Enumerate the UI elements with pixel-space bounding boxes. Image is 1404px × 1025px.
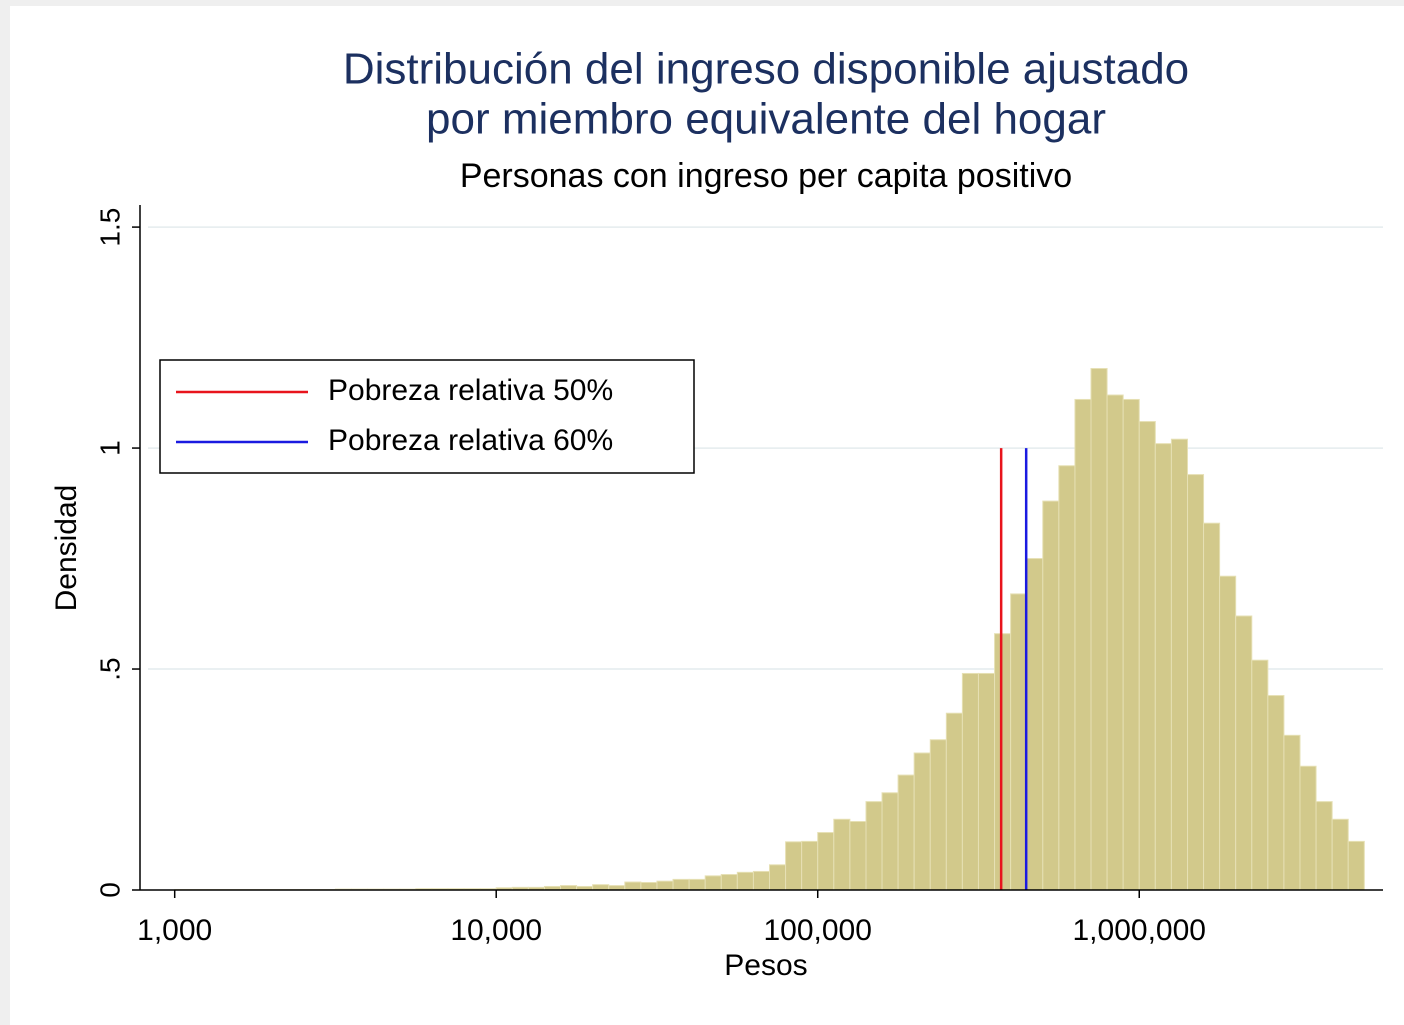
bar (1122, 398, 1140, 891)
bar (736, 871, 754, 891)
bar (801, 840, 819, 891)
bar (688, 878, 706, 891)
x-tick-label: 100,000 (763, 914, 871, 947)
bar (1074, 398, 1092, 891)
y-tick-label: 1 (94, 440, 125, 456)
bar (817, 832, 835, 891)
bar (1299, 765, 1317, 891)
bar (833, 818, 851, 891)
bar (977, 672, 996, 891)
bar (1315, 801, 1333, 891)
chart-title: por miembro equivalente del hogar (426, 95, 1106, 144)
y-axis-label: Densidad (50, 485, 83, 612)
bar (785, 841, 803, 891)
bar (1251, 659, 1269, 891)
bar (752, 870, 770, 891)
x-tick-label: 10,000 (450, 914, 542, 947)
bar (1219, 575, 1237, 891)
chart-subtitle: Personas con ingreso per capita positivo (460, 157, 1072, 195)
bar (1283, 734, 1301, 891)
bar (945, 712, 963, 891)
bar (1010, 593, 1028, 891)
bar (881, 792, 899, 891)
bar (720, 874, 738, 891)
legend-label: Pobreza relativa 60% (328, 424, 613, 457)
bar (1026, 558, 1044, 891)
legend-label: Pobreza relativa 50% (328, 374, 613, 407)
bar (672, 878, 690, 891)
bar (1170, 438, 1189, 891)
x-tick-label: 1,000 (137, 914, 212, 947)
x-axis-label: Pesos (724, 949, 807, 982)
chart-title: Distribución del ingreso disponible ajus… (343, 45, 1189, 94)
bar (1187, 474, 1205, 891)
bar (1106, 394, 1124, 891)
bar (865, 801, 883, 891)
bar (1267, 695, 1285, 891)
bar (656, 880, 674, 891)
bar (994, 633, 1012, 891)
bar (1058, 465, 1076, 891)
bar (768, 864, 787, 891)
bar (961, 672, 979, 891)
bar (704, 875, 722, 891)
y-tick-label: 1.5 (94, 208, 125, 247)
bar (1138, 421, 1156, 891)
bar (929, 739, 947, 891)
bar (897, 774, 915, 891)
legend-box (159, 359, 695, 474)
y-tick-label: 0 (94, 882, 125, 898)
bar (1347, 840, 1365, 891)
bar (1090, 368, 1108, 891)
x-tick-label: 1,000,000 (1073, 914, 1206, 947)
bar (1331, 818, 1349, 891)
y-tick-label: .5 (94, 657, 125, 680)
bar (640, 881, 658, 891)
bar (913, 752, 931, 891)
bar (1203, 522, 1221, 891)
bar (1042, 500, 1060, 891)
bar (624, 881, 642, 891)
bar (849, 821, 867, 891)
bar (1154, 443, 1172, 891)
bar (1235, 615, 1253, 891)
bar (592, 884, 610, 891)
